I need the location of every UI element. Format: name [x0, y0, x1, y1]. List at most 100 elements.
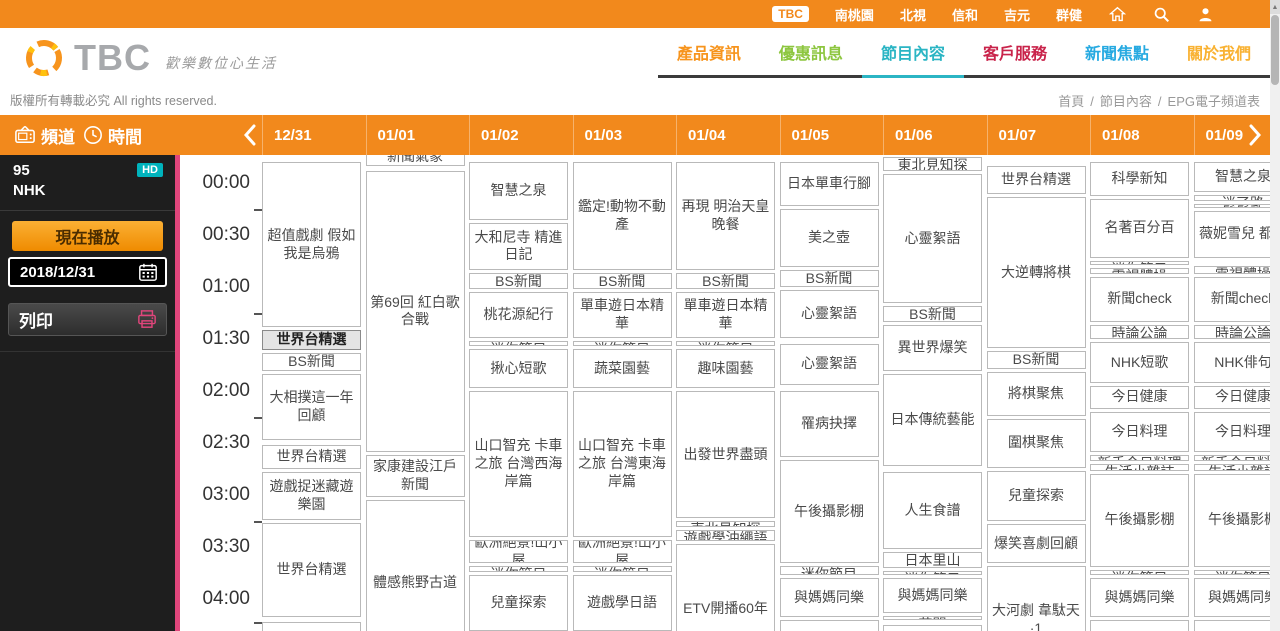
program-cell[interactable]: 生活小雜誌: [1193, 463, 1270, 472]
program-cell[interactable]: 遊戲學沖繩語: [676, 529, 775, 541]
topbar-link[interactable]: 北視: [899, 7, 926, 23]
channel-toggle-button[interactable]: 頻道: [14, 123, 75, 148]
program-cell[interactable]: 山口智充 卡車之旅 台灣西海岸篇: [469, 391, 568, 538]
program-cell[interactable]: 日本傳統藝能: [883, 373, 982, 466]
program-cell[interactable]: 今日料理: [1193, 411, 1270, 453]
program-cell[interactable]: 新聞check: [1193, 276, 1270, 323]
date-column-header[interactable]: 01/05: [779, 115, 884, 155]
program-cell[interactable]: 出發世界盡頭: [676, 391, 775, 518]
program-cell[interactable]: 新聞氣象: [365, 155, 465, 167]
program-cell[interactable]: BS新聞: [779, 269, 879, 288]
breadcrumb-item[interactable]: 節目內容: [1099, 94, 1152, 109]
program-cell[interactable]: 世界台精選: [262, 522, 361, 617]
program-cell[interactable]: 兒童探索: [469, 574, 568, 631]
program-cell[interactable]: 與媽媽同樂: [779, 578, 879, 617]
program-cell[interactable]: 鑑定!動物不動產: [572, 162, 672, 271]
program-cell[interactable]: 遊戲學日語: [572, 574, 672, 631]
program-cell[interactable]: 生活小雜誌: [1090, 463, 1189, 472]
program-cell[interactable]: 鬆髮乳: [1193, 203, 1270, 208]
program-cell[interactable]: 大和尼寺 精進日記: [469, 222, 568, 271]
program-cell[interactable]: ETV開播60年: [676, 543, 775, 631]
program-cell[interactable]: 迷你節目: [572, 340, 672, 347]
program-cell[interactable]: 大逆轉將棋: [986, 196, 1086, 349]
program-cell[interactable]: 今日健康: [1090, 385, 1189, 409]
program-cell[interactable]: 遊戲捉迷藏遊樂園: [262, 472, 361, 520]
scrollbar-thumb[interactable]: [1271, 15, 1279, 85]
program-cell[interactable]: 單車遊日本精華: [676, 292, 775, 338]
program-cell[interactable]: 第69回 紅白歌合戰: [365, 170, 465, 453]
program-cell[interactable]: 時論公論: [1193, 325, 1270, 340]
program-cell[interactable]: 花開: [883, 616, 982, 621]
program-cell[interactable]: 桃花源紀行: [469, 292, 568, 338]
time-toggle-button[interactable]: 時間: [83, 123, 142, 148]
topbar-link[interactable]: 信和: [951, 7, 978, 23]
program-cell[interactable]: 美之壺: [779, 209, 879, 267]
program-cell[interactable]: 今日料理: [1090, 411, 1189, 453]
program-cell[interactable]: 世界台精選: [986, 165, 1086, 194]
program-cell[interactable]: 爆笑喜劇回顧: [986, 524, 1086, 564]
program-cell[interactable]: 迷你節目: [676, 340, 775, 347]
date-column-header[interactable]: 12/31: [262, 115, 366, 155]
program-cell[interactable]: 心靈絮語: [883, 174, 982, 304]
program-cell[interactable]: 人生食譜: [883, 472, 982, 550]
program-cell[interactable]: 迷你節目: [469, 566, 568, 572]
topbar-brand-tbc[interactable]: TBC: [772, 6, 809, 22]
program-cell[interactable]: 歐洲絕景!山小屋: [469, 540, 568, 564]
program-cell[interactable]: 心靈絮語: [779, 290, 879, 338]
program-cell[interactable]: 趣味園藝: [676, 349, 775, 388]
nav-item[interactable]: 優惠訊息: [778, 45, 843, 63]
program-cell[interactable]: 家康建設江戶新聞: [365, 455, 465, 498]
search-icon[interactable]: [1152, 5, 1170, 23]
program-cell[interactable]: BS新聞: [469, 273, 568, 290]
program-cell[interactable]: BS新聞: [572, 273, 672, 290]
date-column-header[interactable]: 01/08: [1090, 115, 1194, 155]
breadcrumb-item[interactable]: 首頁: [1058, 94, 1085, 109]
program-cell[interactable]: 再現 明治天皇晚餐: [676, 162, 775, 271]
program-cell[interactable]: 新聞check: [1090, 276, 1189, 323]
program-cell[interactable]: 時論公論: [1090, 325, 1189, 340]
program-cell[interactable]: 兒童探索: [1193, 619, 1270, 631]
program-cell[interactable]: 名著百分百: [1090, 198, 1189, 258]
program-cell[interactable]: 罹病抉擇: [779, 391, 879, 458]
nav-item[interactable]: 節目內容: [861, 28, 964, 78]
program-cell[interactable]: 迷你節目: [1090, 569, 1189, 576]
program-cell[interactable]: 將棋聚焦: [986, 371, 1086, 416]
program-cell[interactable]: 迷你節目: [469, 340, 568, 347]
program-cell[interactable]: NHK短歌: [1090, 342, 1189, 383]
topbar-link[interactable]: 南桃園: [834, 7, 874, 23]
scrollbar-up-arrow[interactable]: ▲: [1270, 0, 1280, 14]
program-cell[interactable]: 蔬菜園藝: [572, 349, 672, 388]
program-cell[interactable]: 與媽媽同樂: [1090, 578, 1189, 617]
program-cell[interactable]: 電視體操: [1090, 267, 1189, 274]
program-cell[interactable]: 山口智充 卡車之旅 台灣東海岸篇: [572, 391, 672, 538]
program-cell[interactable]: 超值戲劇 假如我是烏鴉: [262, 162, 361, 328]
program-cell[interactable]: 單車遊日本精華: [572, 292, 672, 338]
date-column-header[interactable]: 01/02: [469, 115, 573, 155]
scroll-dates-left-button[interactable]: [237, 115, 262, 155]
program-cell[interactable]: BS新聞: [986, 351, 1086, 369]
program-cell[interactable]: 迷你節目: [779, 566, 879, 576]
program-cell[interactable]: BS新聞: [262, 352, 361, 371]
program-cell[interactable]: 與媽媽同樂: [1193, 578, 1270, 617]
tbc-logo[interactable]: TBC 歡樂數位心生活: [22, 36, 277, 80]
program-cell[interactable]: 新手今日料理: [1193, 455, 1270, 461]
program-cell[interactable]: 薇妮雪兒 都會: [1193, 210, 1270, 258]
nav-item[interactable]: 新聞焦點: [1084, 45, 1149, 63]
home-icon[interactable]: [1108, 5, 1126, 23]
program-cell[interactable]: 午後攝影棚: [779, 460, 879, 564]
program-cell[interactable]: 大河劇 韋駄天·1: [986, 566, 1086, 631]
program-cell[interactable]: 東北見知探: [883, 157, 982, 172]
program-cell[interactable]: 迷了路: [1193, 195, 1270, 201]
program-cell[interactable]: 迷你節目: [1193, 569, 1270, 576]
date-column-header[interactable]: 01/07: [986, 115, 1091, 155]
page-scrollbar[interactable]: ▲: [1270, 0, 1280, 631]
program-cell[interactable]: BS新聞: [883, 306, 982, 323]
nav-item[interactable]: 關於我們: [1186, 45, 1251, 63]
program-cell[interactable]: 午後攝影棚: [1193, 474, 1270, 567]
program-cell[interactable]: 兒童探索: [986, 470, 1086, 522]
program-cell[interactable]: NHK俳句: [1193, 342, 1270, 383]
date-column-header[interactable]: 01/06: [883, 115, 987, 155]
print-button[interactable]: 列印: [8, 303, 167, 336]
program-cell[interactable]: 科學新知: [1090, 162, 1189, 196]
program-cell[interactable]: 日本里山: [883, 552, 982, 569]
